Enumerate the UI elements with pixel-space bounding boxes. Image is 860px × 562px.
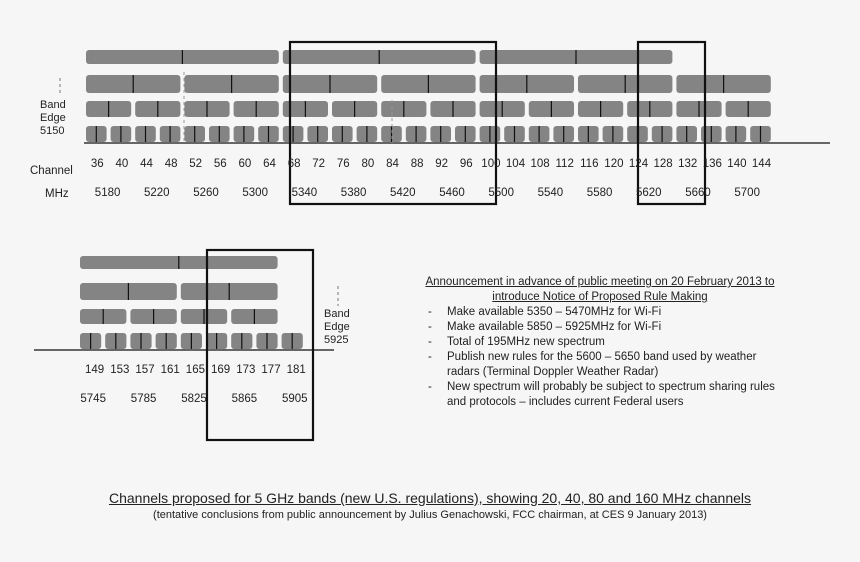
announcement-item: Total of 195MHz new spectrum <box>420 335 780 350</box>
channel-number: 116 <box>580 158 599 170</box>
lower-band-edge-label: Band Edge 5925 <box>324 308 350 347</box>
channel-number: 52 <box>189 158 203 170</box>
mhz-value: 5460 <box>439 187 465 199</box>
upper-band-edge-label: Band Edge 5150 <box>40 99 66 138</box>
channel-number: 48 <box>164 158 178 170</box>
channel-number: 100 <box>481 158 501 170</box>
mhz-value: 5220 <box>144 187 170 199</box>
figure-caption: Channels proposed for 5 GHz bands (new U… <box>0 490 860 521</box>
channel-number: 56 <box>213 158 227 170</box>
announcement-item: Publish new rules for the 5600 – 5650 ba… <box>420 350 780 380</box>
channel-number: 128 <box>653 158 673 170</box>
mhz-value: 5865 <box>231 393 258 405</box>
channel-number: 173 <box>236 364 256 376</box>
mhz-value: 5180 <box>94 187 121 199</box>
new-spectrum-frame-5350-5470 <box>288 40 498 206</box>
band-edge-line2: Edge <box>324 321 350 333</box>
channel-number: 136 <box>702 158 722 170</box>
channel-number: 153 <box>110 364 130 376</box>
channel-number: 177 <box>261 364 281 376</box>
caption-title: Channels proposed for 5 GHz bands (new U… <box>108 490 752 506</box>
announcement-item: New spectrum will probably be subject to… <box>420 380 780 410</box>
channel-number: 104 <box>505 158 526 170</box>
mhz-value: 5825 <box>181 393 207 405</box>
channel-number: 76 <box>336 158 350 170</box>
channel-number: 44 <box>140 158 153 170</box>
mhz-row-label: MHz <box>45 188 69 200</box>
mhz-value: 5905 <box>282 393 308 405</box>
mhz-value: 5420 <box>390 187 416 199</box>
band-edge-line3: 5925 <box>324 334 349 346</box>
channel-number: 144 <box>751 158 772 170</box>
mhz-value: 5700 <box>734 187 760 199</box>
channel-number: 64 <box>263 158 276 170</box>
mhz-value: 5620 <box>636 187 662 199</box>
announcement-title: Announcement in advance of public meetin… <box>425 276 775 303</box>
announcement-item: Make available 5350 – 5470MHz for Wi-Fi <box>420 305 780 320</box>
channel-number: 169 <box>211 364 231 376</box>
channel-number: 36 <box>90 158 104 170</box>
caption-subtitle: (tentative conclusions from public annou… <box>153 509 707 521</box>
mhz-value: 5380 <box>340 187 367 199</box>
announcement-box: Announcement in advance of public meetin… <box>420 275 780 410</box>
channel-number: 108 <box>530 158 550 170</box>
channel-number: 96 <box>459 158 473 170</box>
mhz-value: 5260 <box>193 187 219 199</box>
channel-number: 149 <box>85 364 105 376</box>
channel-number: 120 <box>604 158 624 170</box>
channel-number: 40 <box>115 158 129 170</box>
channel-number: 88 <box>410 158 424 170</box>
mhz-value: 5785 <box>130 393 157 405</box>
channel-number: 80 <box>361 158 375 170</box>
channel-number: 60 <box>238 158 252 170</box>
channel-number: 72 <box>312 158 326 170</box>
band-edge-line3: 5150 <box>40 125 65 137</box>
announcement-list: Make available 5350 – 5470MHz for Wi-Fi … <box>420 305 780 410</box>
channel-number: 92 <box>435 158 449 170</box>
mhz-value: 5745 <box>80 393 106 405</box>
band-edge-line1: Band <box>324 308 350 320</box>
new-spectrum-frame-5850-5925 <box>205 248 315 442</box>
channel-number: 124 <box>628 158 649 170</box>
channel-number: 84 <box>386 158 399 170</box>
channel-number: 112 <box>555 158 574 170</box>
mhz-value: 5540 <box>537 187 564 199</box>
channel-number: 140 <box>727 158 747 170</box>
channel-number: 157 <box>135 364 155 376</box>
mhz-value: 5580 <box>586 187 613 199</box>
mhz-value: 5500 <box>488 187 514 199</box>
channel-number: 132 <box>678 158 698 170</box>
band-edge-line2: Edge <box>40 112 66 124</box>
announcement-item: Make available 5850 – 5925MHz for Wi-Fi <box>420 320 780 335</box>
channel-number: 165 <box>185 364 205 376</box>
channel-number: 161 <box>160 364 180 376</box>
weather-radar-frame-5600-5650 <box>636 40 707 206</box>
mhz-value: 5300 <box>242 187 268 199</box>
mhz-value: 5340 <box>291 187 318 199</box>
channel-number: 181 <box>286 364 306 376</box>
mhz-value: 5660 <box>685 187 711 199</box>
band-edge-line1: Band <box>40 99 66 111</box>
channel-number: 68 <box>287 158 301 170</box>
channel-row-label: Channel <box>30 165 73 177</box>
